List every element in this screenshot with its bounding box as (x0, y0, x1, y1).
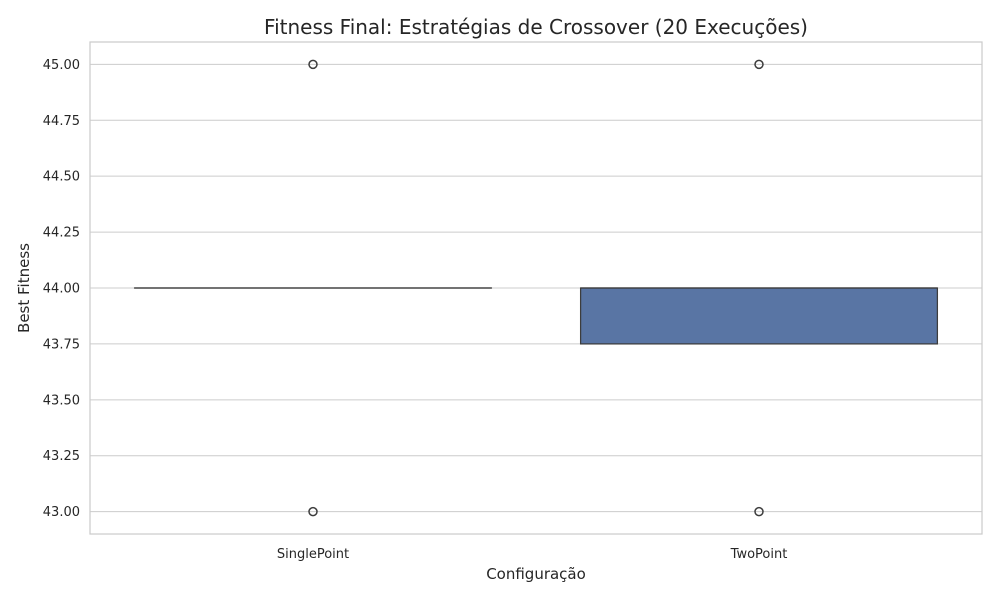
x-tick-labels: SinglePoint TwoPoint (277, 547, 787, 562)
y-tick-label: 43.00 (43, 505, 80, 520)
y-tick-label: 44.25 (43, 226, 80, 241)
y-tick-labels: 43.00 43.25 43.50 43.75 44.00 44.25 44.50 44.75… (43, 58, 80, 520)
y-tick-label: 43.75 (43, 337, 80, 352)
plot-frame (89, 41, 983, 535)
chart-title: Fitness Final: Estratégias de Crossover … (264, 15, 808, 39)
box-singlepoint (133, 59, 493, 517)
box-layer (133, 59, 939, 517)
y-tick-label: 44.50 (43, 170, 80, 185)
outlier-point (308, 506, 318, 517)
y-tick-label: 43.25 (43, 449, 80, 464)
box-body (579, 287, 939, 345)
y-tick-label: 44.75 (43, 114, 80, 129)
x-tick-label: TwoPoint (730, 547, 788, 562)
outlier-point (308, 59, 318, 70)
box-twopoint (579, 59, 939, 517)
outlier-point (754, 59, 764, 70)
y-axis-label: Best Fitness (15, 243, 33, 333)
x-tick-label: SinglePoint (277, 547, 349, 562)
outlier-point (754, 506, 764, 517)
y-tick-label: 44.00 (43, 282, 80, 297)
y-tick-label: 43.50 (43, 393, 80, 408)
x-axis-label: Configuração (486, 565, 586, 583)
y-tick-label: 45.00 (43, 58, 80, 73)
